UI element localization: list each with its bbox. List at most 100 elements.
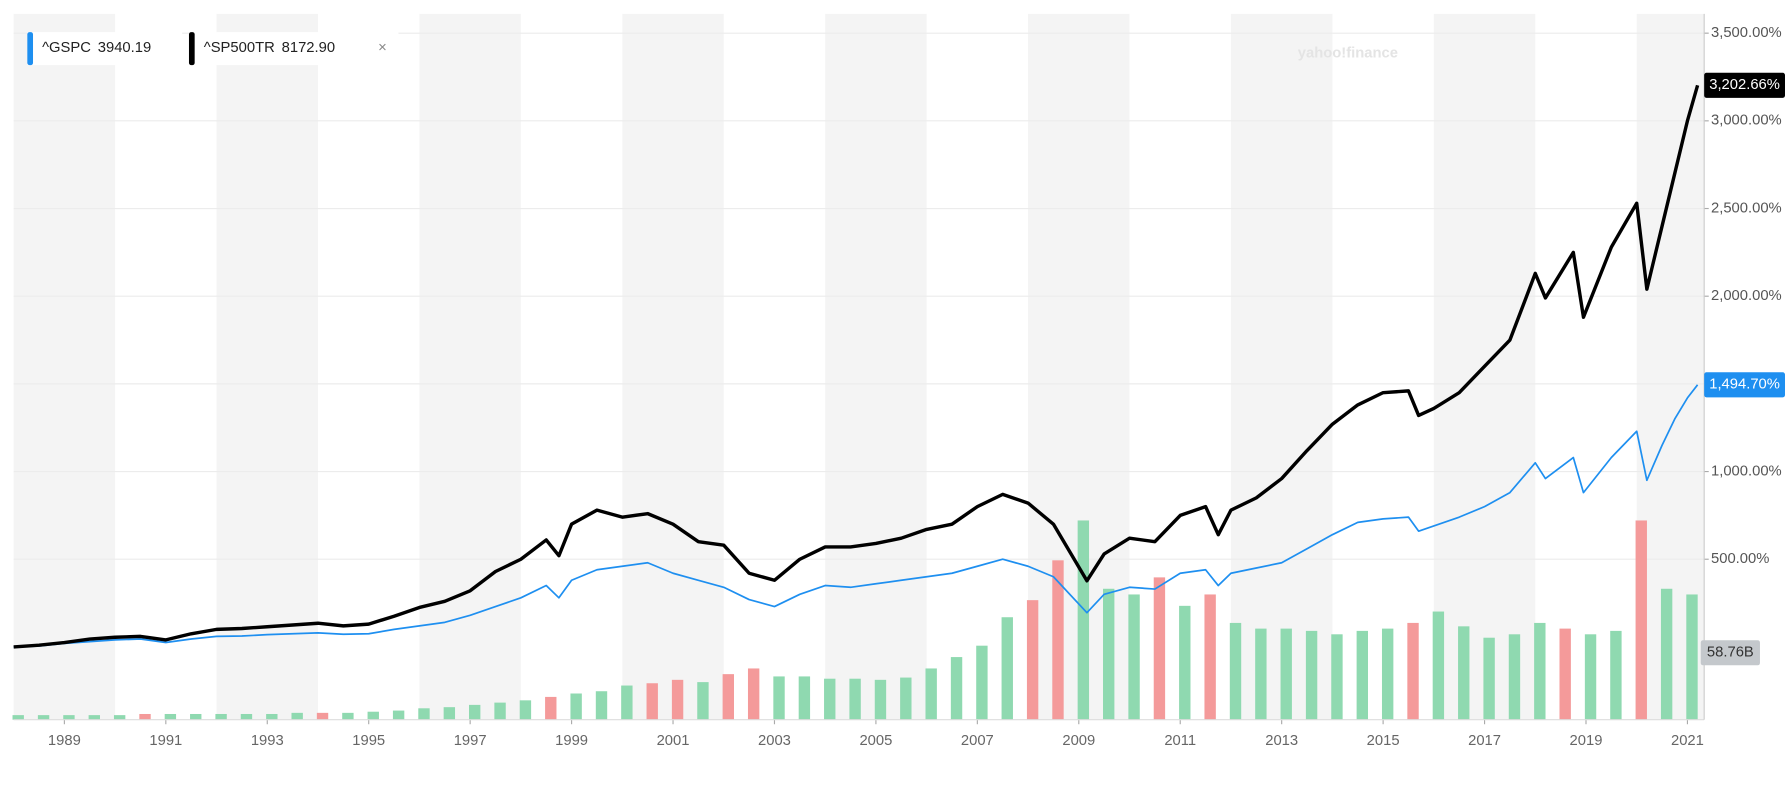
volume-bar <box>621 685 633 720</box>
volume-bar <box>1356 630 1368 720</box>
end-badge-label: 1,494.70% <box>1709 377 1780 393</box>
volume-bar <box>849 678 861 720</box>
volume-bar <box>519 700 532 720</box>
volume-bar <box>367 711 379 720</box>
volume-bar <box>545 696 557 720</box>
end-badge <box>1704 372 1785 398</box>
x-tick-label: 2005 <box>859 733 892 749</box>
volume-bar <box>88 715 100 720</box>
x-tick-label: 2003 <box>758 733 791 749</box>
volume-bar <box>139 713 151 720</box>
x-tick-label: 2019 <box>1570 733 1603 749</box>
legend-box <box>27 32 183 66</box>
volume-bar <box>1660 588 1673 720</box>
volume-bar <box>12 715 24 720</box>
volume-bar <box>722 674 734 720</box>
volume-bar <box>798 676 811 720</box>
x-tick-label: 2011 <box>1164 733 1196 749</box>
volume-bar <box>1483 637 1495 720</box>
volume-bar <box>1052 560 1064 720</box>
volume-bar <box>418 708 430 720</box>
legend-name: ^SP500TR <box>204 40 275 56</box>
y-tick-label: 3,000.00% <box>1711 113 1782 129</box>
volume-bar <box>1432 611 1445 720</box>
volume-bar <box>747 668 760 720</box>
volume-badge <box>1700 640 1760 666</box>
end-badge-label: 3,202.66% <box>1709 77 1780 93</box>
band <box>825 13 927 720</box>
legend-entry: ^GSPC 3940.19 <box>42 40 151 56</box>
legend-entry: ^SP500TR 8172.90 <box>204 40 335 56</box>
legend-value: 8172.90 <box>282 40 335 56</box>
legend-swatch <box>188 32 195 66</box>
volume-bar <box>697 682 709 720</box>
volume-bar <box>37 715 50 720</box>
band <box>419 13 521 720</box>
x-tick-label: 2017 <box>1468 733 1501 749</box>
y-tick-label: 2,000.00% <box>1711 288 1782 304</box>
volume-bar <box>1229 622 1242 720</box>
band <box>216 13 318 720</box>
legend-swatch <box>27 32 34 66</box>
legend-value: 3940.19 <box>98 40 151 56</box>
watermark: yahoo!finance <box>1298 46 1398 62</box>
volume-bar <box>1381 628 1394 720</box>
volume-bar <box>316 712 329 720</box>
volume-bar <box>113 715 126 720</box>
volume-bar <box>1153 577 1166 720</box>
volume-bar <box>976 645 988 720</box>
volume-bar <box>1001 617 1013 720</box>
volume-bar <box>266 713 278 720</box>
volume-bar <box>773 676 785 720</box>
volume-bar <box>824 678 836 720</box>
volume-bar <box>342 712 354 720</box>
volume-bar <box>1458 626 1470 720</box>
volume-bar <box>900 677 912 720</box>
x-tick-label: 2001 <box>657 733 690 749</box>
lines <box>13 84 1700 649</box>
volume-bar <box>240 713 253 720</box>
axes: 500.00%1,000.00%1,500.00%2,000.00%2,500.… <box>13 13 1785 749</box>
volume-bar <box>1331 634 1343 720</box>
x-tick-label: 1989 <box>48 733 81 749</box>
volume-bar <box>494 702 506 720</box>
x-tick-label: 2007 <box>961 733 994 749</box>
volume-bars <box>12 520 1698 720</box>
x-tick-label: 1999 <box>555 733 588 749</box>
x-tick-label: 1993 <box>251 733 284 749</box>
volume-bar <box>646 683 658 720</box>
volume-bar <box>469 704 481 720</box>
y-tick-label: 500.00% <box>1711 551 1769 567</box>
volume-bar <box>1559 628 1571 720</box>
volume-bar <box>1635 520 1647 720</box>
end-badge <box>1704 72 1785 98</box>
legend: ^GSPC 3940.19 ^SP500TR 8172.90 × <box>27 32 399 66</box>
volume-bar <box>164 713 177 720</box>
volume-bar <box>1584 634 1597 720</box>
volume-bar <box>925 668 937 720</box>
x-tick-label: 2021 <box>1671 733 1704 749</box>
volume-bar <box>443 707 456 720</box>
legend-name: ^GSPC <box>42 40 91 56</box>
volume-bar <box>1255 628 1267 720</box>
x-tick-label: 1997 <box>454 733 487 749</box>
background-bands <box>13 13 1705 720</box>
volume-bar <box>671 679 684 720</box>
volume-bar <box>190 713 202 720</box>
volume-bar <box>1103 588 1115 720</box>
volume-bar <box>1077 520 1090 720</box>
band <box>622 13 724 720</box>
grid <box>13 32 1705 560</box>
volume-badge-label: 58.76B <box>1707 645 1754 661</box>
volume-bar <box>950 657 963 720</box>
series-line <box>13 84 1700 649</box>
volume-bar <box>1179 605 1191 720</box>
volume-bar <box>215 713 227 720</box>
series-line <box>13 384 1699 648</box>
legend-close[interactable]: × <box>378 40 387 56</box>
y-tick-label: 1,000.00% <box>1711 463 1782 479</box>
volume-bar <box>1534 622 1546 720</box>
volume-bar <box>1280 628 1292 720</box>
